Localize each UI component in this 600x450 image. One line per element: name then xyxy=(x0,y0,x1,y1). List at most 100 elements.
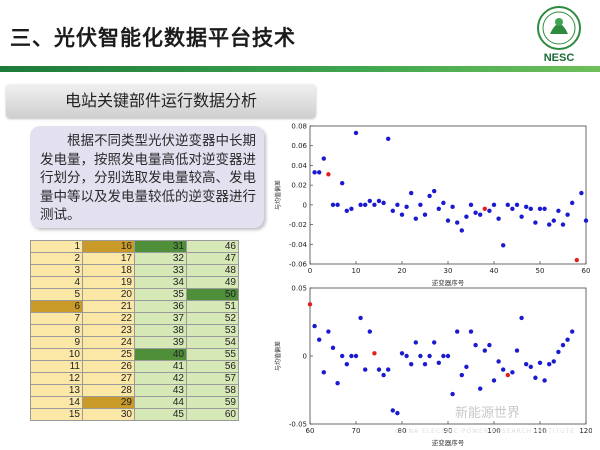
data-point xyxy=(514,202,520,208)
table-cell: 36 xyxy=(134,300,187,313)
data-point xyxy=(537,206,543,211)
data-point xyxy=(372,202,377,208)
table-cell: 55 xyxy=(186,348,239,361)
table-cell: 24 xyxy=(82,336,135,349)
data-point xyxy=(491,378,497,383)
data-point xyxy=(501,367,506,372)
x-tick-label: 90 xyxy=(444,427,453,435)
data-point xyxy=(455,220,460,225)
logo-emblem-icon xyxy=(537,6,581,50)
y-tick-label: -0.02 xyxy=(289,221,307,229)
data-point xyxy=(413,340,418,345)
data-point xyxy=(317,170,322,175)
y-tick-label: -0.04 xyxy=(289,241,308,249)
data-point xyxy=(376,198,382,204)
description-box: 根据不同类型光伏逆变器中长期发电量，按照发电量高低对逆变器进行划分，分别选取发电… xyxy=(30,126,264,228)
data-point xyxy=(413,216,418,221)
table-cell: 19 xyxy=(82,276,135,289)
table-cell: 57 xyxy=(186,372,239,385)
y-tick-label: 0.04 xyxy=(291,162,307,170)
table-cell: 18 xyxy=(82,264,135,277)
data-point xyxy=(399,351,405,356)
table-cell: 21 xyxy=(82,300,135,313)
table-cell: 31 xyxy=(134,240,187,253)
data-point xyxy=(547,361,552,367)
data-point xyxy=(579,190,584,196)
table-cell: 35 xyxy=(134,288,187,301)
table-cell: 10 xyxy=(30,348,83,361)
logo-text: NESC xyxy=(543,52,575,64)
data-point xyxy=(404,204,409,210)
data-point xyxy=(312,170,317,175)
data-point xyxy=(381,200,386,206)
table-cell: 47 xyxy=(186,252,239,265)
data-point xyxy=(464,364,469,370)
data-point xyxy=(307,302,313,307)
data-point xyxy=(409,190,414,196)
data-point xyxy=(390,208,395,213)
data-point xyxy=(363,202,368,208)
watermark-subtext: CHINA ELECTRIC POWER RESEARCH INSTITUTE xyxy=(395,428,576,435)
data-point xyxy=(501,243,506,248)
y-tick-label: -0.05 xyxy=(289,421,307,429)
data-point xyxy=(560,222,566,227)
data-point xyxy=(528,364,533,370)
data-point xyxy=(551,359,556,364)
table-cell: 32 xyxy=(134,252,187,265)
data-point xyxy=(445,353,451,359)
data-point xyxy=(404,353,409,359)
x-tick-label: 100 xyxy=(487,427,500,435)
data-point xyxy=(358,202,363,208)
data-point xyxy=(574,257,579,263)
nesc-logo: NESC xyxy=(528,4,590,66)
data-point xyxy=(395,202,400,208)
data-point xyxy=(459,372,464,378)
data-point xyxy=(510,370,515,375)
data-point xyxy=(321,156,326,161)
x-tick-label: 70 xyxy=(352,427,361,435)
data-point xyxy=(422,361,428,367)
data-point xyxy=(455,329,460,334)
table-cell: 50 xyxy=(186,288,239,301)
x-tick-label: 110 xyxy=(533,427,546,435)
data-point xyxy=(436,360,441,365)
x-tick-label: 0 xyxy=(308,267,312,275)
y-tick-label: 0.06 xyxy=(291,142,307,150)
data-point xyxy=(514,348,520,353)
section-banner: 电站关键部件运行数据分析 xyxy=(6,84,316,118)
table-cell: 9 xyxy=(30,336,83,349)
data-point xyxy=(583,218,589,223)
watermark-text: 新能源世界 xyxy=(455,406,521,421)
data-point xyxy=(478,212,483,217)
table-cell: 52 xyxy=(186,312,239,325)
deviation-chart-bottom: 60 70 80 90 100 110 120 -0.05 0 0.05 逆变器序号 与均值偏差 xyxy=(274,285,592,448)
y-tick-label: 0.05 xyxy=(291,285,307,293)
table-cell: 43 xyxy=(134,384,187,397)
data-point xyxy=(358,315,363,321)
table-row: 15 30 45 60 xyxy=(30,408,239,421)
data-point xyxy=(335,381,340,386)
data-point xyxy=(436,206,441,211)
data-point xyxy=(349,353,354,359)
table-cell: 27 xyxy=(82,372,135,385)
data-point xyxy=(418,202,423,208)
x-tick-label: 20 xyxy=(398,267,407,275)
table-cell: 53 xyxy=(186,324,239,337)
table-cell: 29 xyxy=(82,396,135,409)
data-point xyxy=(537,360,543,365)
description-text: 根据不同类型光伏逆变器中长期发电量，按照发电量高低对逆变器进行划分，分别选取发电… xyxy=(40,133,256,223)
x-axis-label: 逆变器序号 xyxy=(432,278,465,287)
table-row: 9 24 39 54 xyxy=(30,336,239,349)
data-point xyxy=(340,180,345,186)
data-point xyxy=(533,375,538,380)
data-point xyxy=(473,210,478,215)
table-cell: 37 xyxy=(134,312,187,325)
data-point xyxy=(528,206,533,211)
data-point xyxy=(519,315,524,321)
table-row: 13 28 43 58 xyxy=(30,384,239,397)
data-point xyxy=(570,329,575,334)
x-tick-label: 40 xyxy=(490,267,499,275)
data-point xyxy=(432,340,437,345)
table-cell: 40 xyxy=(134,348,187,361)
data-point xyxy=(482,348,487,353)
